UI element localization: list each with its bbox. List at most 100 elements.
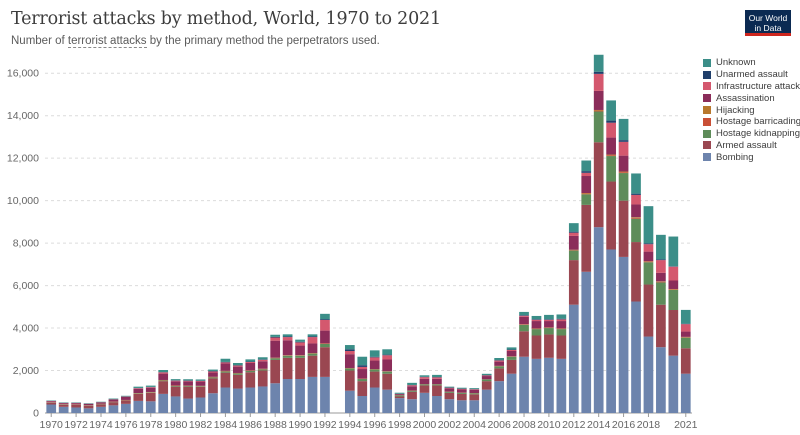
legend-swatch bbox=[703, 94, 711, 103]
y-tick-label: 2,000 bbox=[13, 365, 39, 377]
subtitle-term-link[interactable]: terrorist attacks bbox=[67, 35, 147, 48]
bar-segment bbox=[320, 347, 330, 377]
legend-label: Unknown bbox=[716, 57, 756, 69]
bar-segment bbox=[631, 217, 641, 219]
bar-segment bbox=[257, 361, 268, 369]
bar-segment bbox=[369, 387, 380, 413]
legend-label: Armed assault bbox=[716, 139, 777, 151]
x-tick-label: 1988 bbox=[264, 419, 288, 431]
bar-segment bbox=[245, 372, 256, 388]
bar-segment bbox=[544, 328, 554, 335]
bar-segment bbox=[344, 354, 355, 368]
bar-segment bbox=[519, 315, 529, 316]
bar-segment bbox=[593, 142, 604, 228]
bar-segment bbox=[668, 266, 679, 281]
bar-segment bbox=[469, 393, 480, 395]
bar-segment bbox=[631, 218, 641, 243]
legend-item[interactable]: Infrastructure attack bbox=[703, 81, 800, 93]
bar-segment bbox=[656, 281, 666, 283]
bar-segment bbox=[257, 359, 268, 362]
x-tick-label: 2014 bbox=[587, 419, 611, 431]
legend-item[interactable]: Hijacking bbox=[703, 104, 800, 116]
bar-segment bbox=[307, 334, 318, 337]
x-tick-label: 2000 bbox=[413, 419, 437, 431]
bar-segment bbox=[544, 319, 554, 322]
bar-segment bbox=[593, 73, 604, 91]
bar-segment bbox=[618, 173, 629, 201]
x-tick-label: 2021 bbox=[674, 419, 698, 431]
legend-item[interactable]: Unarmed assault bbox=[703, 69, 800, 81]
bar-segment bbox=[220, 358, 231, 362]
bar-segment bbox=[195, 386, 206, 398]
owid-logo[interactable]: Our World in Data bbox=[745, 10, 791, 36]
bar-segment bbox=[531, 329, 542, 336]
bar-segment bbox=[581, 271, 592, 413]
bar-segment bbox=[233, 374, 243, 389]
bar-segment bbox=[668, 280, 679, 289]
bar-segment bbox=[519, 316, 529, 325]
bar-segment bbox=[432, 385, 442, 397]
bar-segment bbox=[618, 256, 629, 413]
legend-item[interactable]: Hostage barricading bbox=[703, 116, 800, 128]
bar-segment bbox=[606, 137, 616, 155]
bar-segment bbox=[568, 250, 579, 261]
bar-segment bbox=[656, 259, 666, 261]
bar-segment bbox=[432, 384, 442, 386]
legend-item[interactable]: Bombing bbox=[703, 151, 800, 163]
bar-segment bbox=[158, 369, 169, 373]
bar-segment bbox=[282, 337, 293, 341]
bar-segment bbox=[245, 362, 256, 371]
bar-segment bbox=[556, 319, 567, 322]
bar-segment bbox=[233, 373, 243, 375]
bar-segment bbox=[282, 379, 293, 413]
bar-segment bbox=[618, 200, 629, 257]
bar-segment bbox=[618, 155, 629, 172]
legend-item[interactable]: Unknown bbox=[703, 57, 800, 69]
bar-segment bbox=[270, 358, 281, 360]
bar-segment bbox=[606, 122, 616, 138]
bar-segment bbox=[170, 386, 181, 397]
bar-segment bbox=[432, 374, 442, 378]
bar-segment bbox=[581, 172, 592, 177]
bar-segment bbox=[145, 387, 156, 392]
bar-segment bbox=[668, 289, 679, 311]
bar-segment bbox=[295, 379, 305, 413]
bar-segment bbox=[195, 380, 206, 382]
bar-segment bbox=[680, 373, 691, 413]
legend-label: Hijacking bbox=[716, 104, 755, 116]
bar-segment bbox=[344, 349, 355, 351]
bar-segment bbox=[643, 251, 654, 262]
bar-segment bbox=[494, 361, 504, 366]
bar-segment bbox=[220, 372, 231, 388]
bar-segment bbox=[593, 111, 604, 143]
bar-segment bbox=[643, 262, 654, 285]
bar-segment bbox=[407, 399, 417, 413]
bar-segment bbox=[531, 315, 542, 320]
legend-swatch bbox=[703, 58, 711, 67]
bar-segment bbox=[506, 350, 517, 357]
bar-segment bbox=[631, 194, 641, 205]
bar-segment bbox=[344, 345, 355, 350]
bar-segment bbox=[270, 383, 281, 413]
bar-segment bbox=[270, 340, 281, 358]
bar-segment bbox=[506, 349, 517, 351]
x-tick-label: 1982 bbox=[189, 419, 213, 431]
bar-segment bbox=[170, 396, 181, 413]
x-tick-label: 2006 bbox=[487, 419, 511, 431]
x-tick-label: 2018 bbox=[637, 419, 661, 431]
legend-label: Unarmed assault bbox=[716, 69, 788, 81]
bar-segment bbox=[145, 392, 156, 402]
bar-segment bbox=[581, 193, 592, 194]
bar-segment bbox=[519, 324, 529, 332]
bar-segment bbox=[419, 392, 430, 413]
bar-segment bbox=[432, 377, 442, 379]
bar-segment bbox=[656, 304, 666, 348]
bar-segment bbox=[481, 379, 492, 382]
bar-segment bbox=[394, 398, 405, 413]
legend-label: Hostage barricading bbox=[716, 116, 800, 128]
bar-segment bbox=[506, 356, 517, 360]
legend-item[interactable]: Hostage kidnapping bbox=[703, 128, 800, 140]
legend-item[interactable]: Armed assault bbox=[703, 140, 800, 152]
legend-item[interactable]: Assassination bbox=[703, 92, 800, 104]
bar-segment bbox=[46, 402, 57, 405]
